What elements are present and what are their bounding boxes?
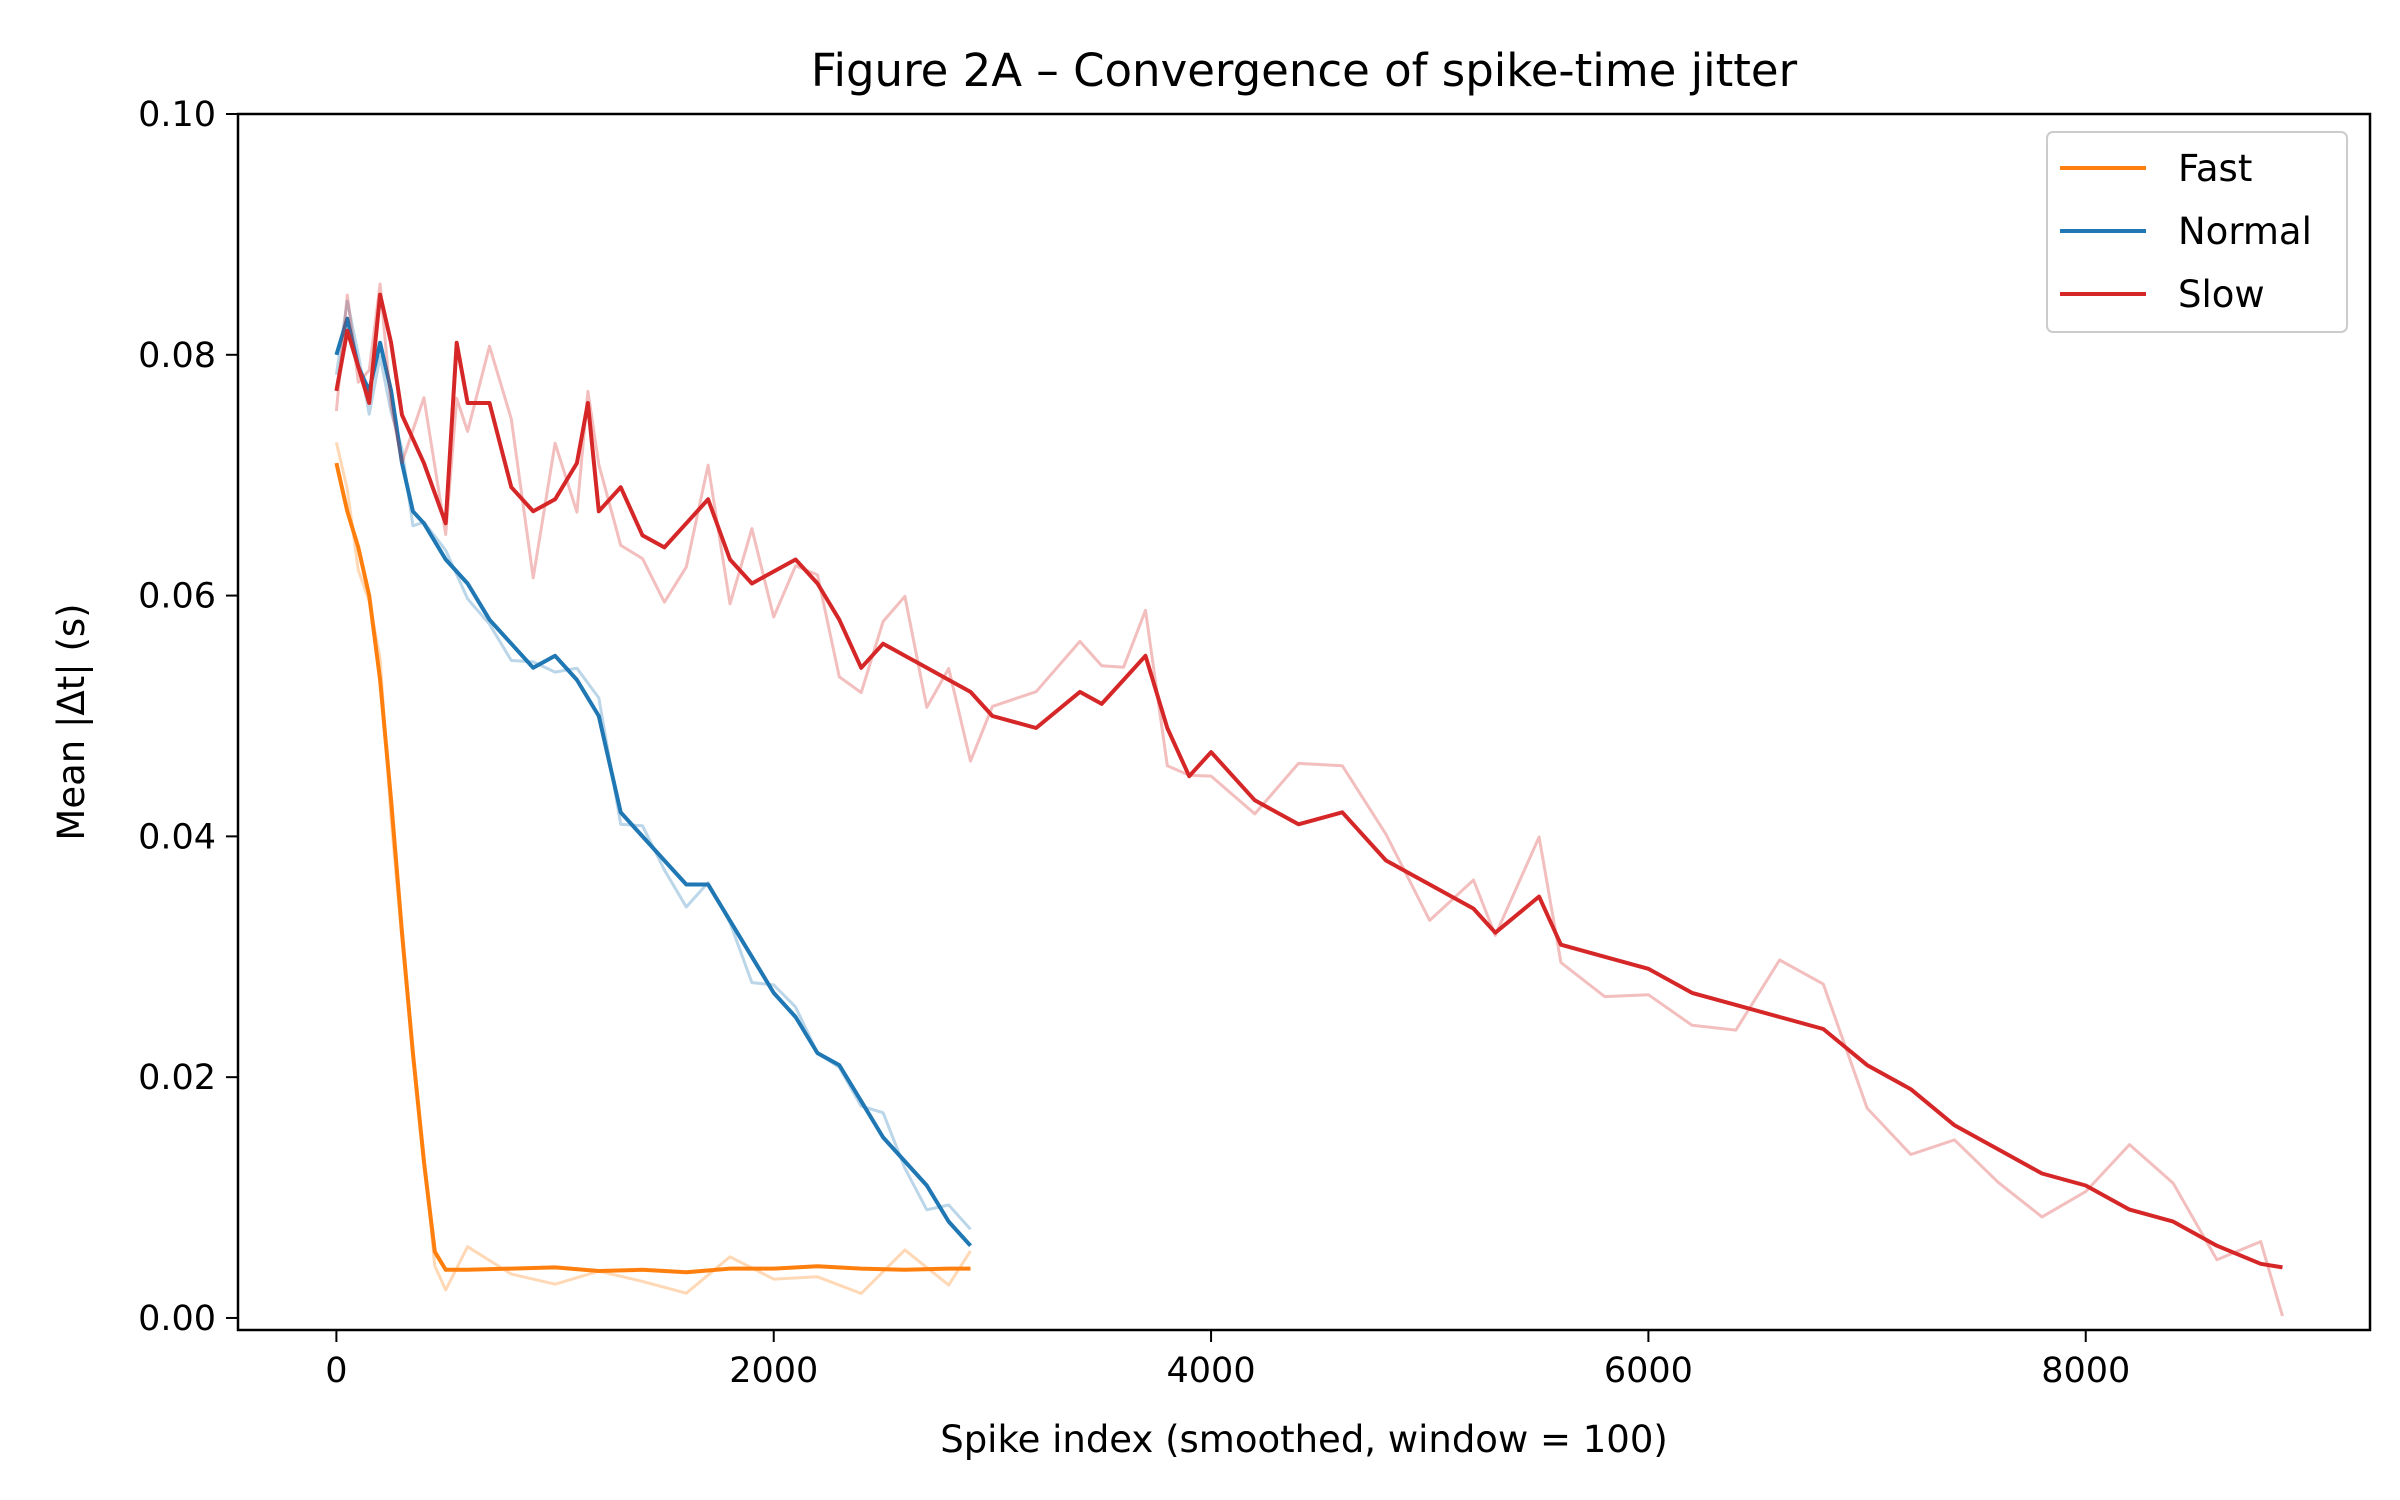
series-line-normal: [334, 316, 972, 1248]
x-tick-label: 0: [325, 1351, 347, 1391]
plot-frame: [236, 112, 2372, 1332]
x-axis: 0 2000 4000 6000 8000: [325, 1330, 2130, 1391]
series-band-slow: [334, 282, 2284, 1317]
y-tick-label: 0.00: [138, 1299, 216, 1339]
y-axis: 0.00 0.02 0.04 0.06 0.08 0.10: [138, 95, 238, 1339]
series-line-fast: [334, 462, 971, 1275]
legend-box: [2046, 131, 2348, 333]
y-tick-label: 0.08: [138, 336, 216, 376]
legend: Fast Normal Slow: [2046, 131, 2348, 333]
plot-area: [334, 282, 2284, 1317]
legend-label-normal: Normal: [2178, 210, 2312, 253]
y-axis-label: Mean |Δt| (s): [50, 603, 93, 840]
y-tick-label: 0.10: [138, 95, 216, 135]
legend-label-slow: Slow: [2178, 273, 2265, 316]
y-tick-label: 0.02: [138, 1058, 216, 1098]
x-tick-label: 2000: [729, 1351, 818, 1391]
series-line-slow: [334, 292, 2283, 1270]
x-tick-label: 6000: [1604, 1351, 1693, 1391]
x-axis-label: Spike index (smoothed, window = 100): [940, 1418, 1668, 1461]
y-tick-label: 0.06: [138, 577, 216, 617]
chart-title: Figure 2A – Convergence of spike-time ji…: [811, 44, 1798, 97]
y-tick-label: 0.04: [138, 817, 216, 857]
x-tick-label: 4000: [1167, 1351, 1256, 1391]
series-band-fast: [334, 442, 972, 1295]
legend-label-fast: Fast: [2178, 147, 2252, 190]
x-tick-label: 8000: [2041, 1351, 2130, 1391]
